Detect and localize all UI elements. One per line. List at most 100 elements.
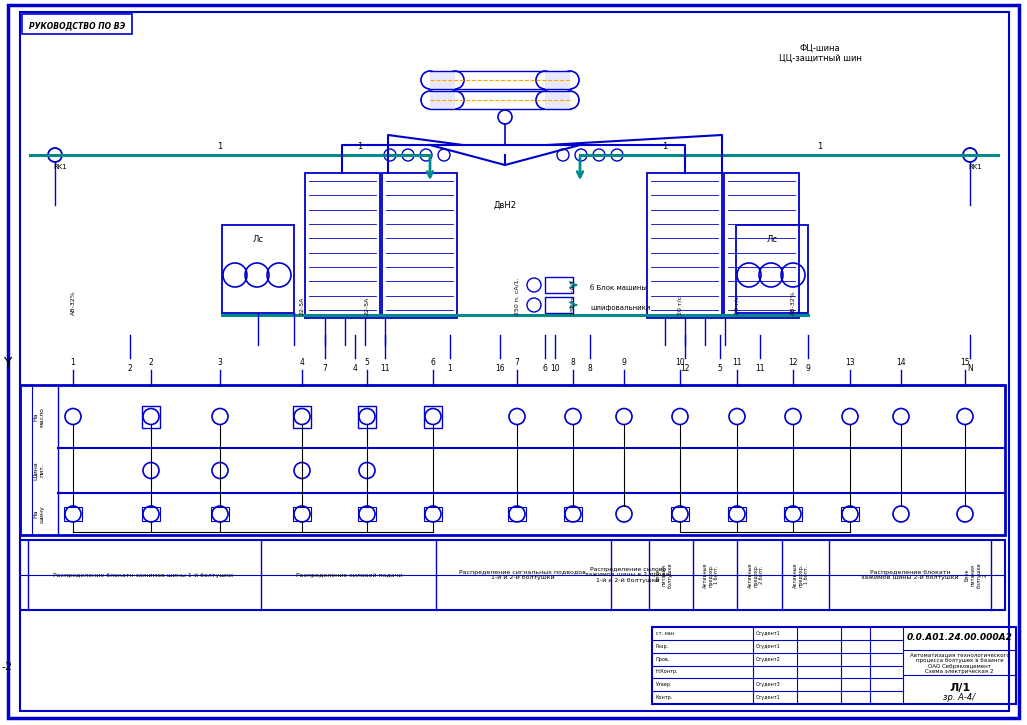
- Text: Автоматизация технологического
процесса болтушек в базинге
ОАО Себряковцемент
Сх: Автоматизация технологического процесса …: [910, 652, 1010, 674]
- Text: 11: 11: [380, 363, 390, 373]
- Text: Н.Контр.: Н.Контр.: [656, 669, 679, 674]
- Text: 2: 2: [149, 357, 153, 367]
- Text: Лс: Лс: [253, 234, 264, 244]
- Text: 3: 3: [218, 357, 223, 367]
- Text: ЦЦ-защитный шин: ЦЦ-защитный шин: [778, 54, 862, 62]
- Text: 0.0.А01.24.00.000А2: 0.0.А01.24.00.000А2: [907, 633, 1013, 642]
- Bar: [545, 71, 570, 89]
- Text: Распределение блокатн
зажимов шины 2-й болтушки: Распределение блокатн зажимов шины 2-й б…: [862, 570, 959, 581]
- Text: Контр.: Контр.: [656, 695, 674, 700]
- Bar: [508, 507, 526, 521]
- Bar: [784, 507, 802, 521]
- Text: 5: 5: [365, 357, 370, 367]
- Text: 11: 11: [755, 363, 765, 373]
- Text: Распределение силовой подачи: Распределение силовой подачи: [296, 573, 403, 578]
- Text: Y: Y: [3, 355, 11, 370]
- Text: 15: 15: [960, 357, 969, 367]
- Bar: [671, 507, 689, 521]
- Text: 9: 9: [805, 363, 810, 373]
- Text: зр. А-4/: зр. А-4/: [944, 692, 976, 702]
- Text: 4: 4: [352, 363, 357, 373]
- Text: 250 п. сА/1.: 250 п. сА/1.: [571, 278, 575, 315]
- Text: 22-5А: 22-5А: [300, 297, 304, 315]
- Text: 22-5А: 22-5А: [365, 297, 370, 315]
- Bar: [382, 173, 457, 318]
- Bar: [358, 405, 376, 428]
- Bar: [64, 507, 82, 521]
- Text: Активные
предохр.
1 болт.: Активные предохр. 1 болт.: [702, 563, 719, 588]
- Text: Утвер.: Утвер.: [656, 682, 673, 687]
- Text: б Блок машины: б Блок машины: [589, 285, 647, 291]
- Text: 12: 12: [680, 363, 690, 373]
- Text: Блок
питания
болтушки: Блок питания болтушки: [655, 562, 673, 588]
- Text: Распределение силово
зажимов шины в 2 дроде:
1-й и 2-й болтушки: Распределение силово зажимов шины в 2 др…: [584, 567, 672, 584]
- Text: 8: 8: [571, 357, 575, 367]
- Text: Активные
предохр.
2 болт.: Активные предохр. 2 болт.: [748, 563, 764, 588]
- Text: 7: 7: [322, 363, 328, 373]
- Text: -2: -2: [1, 662, 12, 672]
- Text: 10: 10: [675, 357, 685, 367]
- Text: 250 п. сА/1.: 250 п. сА/1.: [515, 278, 520, 315]
- Bar: [142, 507, 160, 521]
- Text: 20 т/с: 20 т/с: [678, 296, 683, 315]
- Text: 1: 1: [218, 142, 223, 151]
- Bar: [841, 507, 859, 521]
- Text: На
шину: На шину: [34, 505, 44, 523]
- Text: Студент1: Студент1: [756, 631, 781, 636]
- Text: 10: 10: [550, 363, 560, 373]
- Text: 12: 12: [789, 357, 798, 367]
- Text: N: N: [967, 363, 973, 373]
- Text: шлифовальники: шлифовальники: [589, 305, 650, 311]
- Bar: [424, 507, 442, 521]
- Text: 1: 1: [71, 357, 75, 367]
- Text: 6: 6: [430, 357, 435, 367]
- Bar: [20, 385, 1005, 535]
- Text: ДвН2: ДвН2: [494, 201, 517, 210]
- Bar: [211, 507, 229, 521]
- Bar: [305, 173, 380, 318]
- Text: 11: 11: [732, 357, 741, 367]
- Text: Пров.: Пров.: [656, 657, 671, 662]
- Bar: [647, 173, 722, 318]
- Text: 1: 1: [357, 142, 363, 151]
- Text: АВ-32%: АВ-32%: [791, 290, 796, 315]
- Bar: [545, 277, 573, 293]
- Text: 5: 5: [718, 363, 722, 373]
- Bar: [430, 91, 455, 109]
- Bar: [728, 507, 746, 521]
- Text: 1: 1: [662, 142, 668, 151]
- Text: На
масло: На масло: [34, 407, 44, 426]
- Bar: [564, 507, 582, 521]
- Text: 6: 6: [542, 363, 547, 373]
- Text: 9: 9: [621, 357, 626, 367]
- Bar: [736, 225, 808, 313]
- Bar: [20, 540, 1005, 610]
- Bar: [358, 507, 376, 521]
- Text: 7: 7: [515, 357, 520, 367]
- Text: Студент1: Студент1: [756, 644, 781, 649]
- Bar: [545, 297, 573, 313]
- Bar: [142, 405, 160, 428]
- Bar: [545, 91, 570, 109]
- Text: Студент3: Студент3: [756, 682, 781, 687]
- Text: ФЦ-шина: ФЦ-шина: [800, 44, 840, 52]
- Bar: [652, 627, 1016, 704]
- Bar: [424, 405, 442, 428]
- Text: АВ-32%: АВ-32%: [71, 290, 76, 315]
- Text: RK1: RK1: [53, 164, 67, 170]
- Text: 20 т/с: 20 т/с: [734, 296, 739, 315]
- Text: 14: 14: [897, 357, 906, 367]
- Text: Активные
предохр.
1 болт.: Активные предохр. 1 болт.: [793, 563, 809, 588]
- Text: РУКОВОДСТВО ПО ВЭ: РУКОВОДСТВО ПО ВЭ: [29, 22, 125, 30]
- Bar: [293, 405, 311, 428]
- Bar: [222, 225, 294, 313]
- Bar: [293, 507, 311, 521]
- Text: Распределение сигнальных подводов.
1-й и 2-й болтушки: Распределение сигнальных подводов. 1-й и…: [459, 570, 587, 581]
- Text: 16: 16: [495, 363, 505, 373]
- Text: ст. нан: ст. нан: [656, 631, 674, 636]
- Text: 2: 2: [127, 363, 132, 373]
- Text: Студент1: Студент1: [756, 695, 781, 700]
- Text: Л/1: Л/1: [949, 683, 971, 693]
- Text: Распределение блокатн зажимов шины 1-й болтушки: Распределение блокатн зажимов шины 1-й б…: [53, 573, 233, 578]
- Bar: [22, 14, 132, 34]
